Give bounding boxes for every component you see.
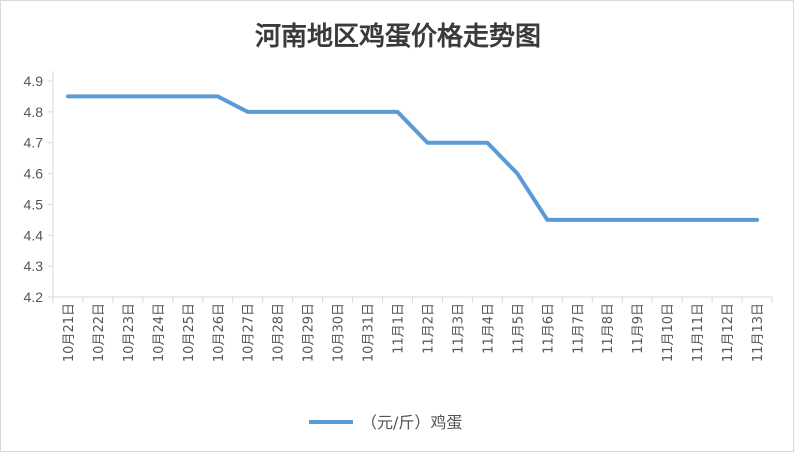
x-tick-label: 10月26日: [212, 303, 227, 362]
x-tick-label: 11月5日: [511, 303, 526, 354]
x-tick-label: 11月13日: [751, 303, 766, 362]
x-tick-label: 10月27日: [242, 303, 257, 362]
x-tick-label: 10月25日: [182, 303, 197, 362]
x-tick-label: 11月9日: [631, 303, 646, 354]
y-tick-label: 4.8: [24, 104, 44, 120]
y-tick-label: 4.2: [24, 289, 44, 305]
x-tick-label: 11月12日: [721, 303, 736, 362]
x-tick-label: 10月23日: [122, 303, 137, 362]
x-tick-label: 10月29日: [302, 303, 317, 362]
x-tick-label: 11月3日: [451, 303, 466, 354]
y-tick-label: 4.7: [24, 135, 44, 151]
x-tick-label: 11月1日: [392, 303, 407, 354]
axes: [53, 71, 772, 297]
x-tick-label: 11月4日: [481, 303, 496, 354]
x-tick-label: 10月24日: [152, 303, 167, 362]
x-tick-label: 11月11日: [691, 303, 706, 362]
y-tick-label: 4.9: [24, 73, 44, 89]
x-tick-label: 11月8日: [601, 303, 616, 354]
y-tick-label: 4.5: [24, 196, 44, 212]
x-tick-label: 10月31日: [362, 303, 377, 362]
series-line: [68, 96, 757, 219]
chart-title: 河南地区鸡蛋价格走势图: [255, 21, 541, 52]
y-tick-label: 4.3: [24, 258, 44, 274]
x-tick-label: 11月6日: [541, 303, 556, 354]
y-tick-label: 4.6: [24, 166, 44, 182]
series-group: [68, 96, 757, 219]
x-tick-label: 10月28日: [272, 303, 287, 362]
y-axis-ticks: 4.2 4.3 4.4 4.5 4.6 4.7 4.8 4.9: [24, 73, 53, 305]
x-tick-label: 10月21日: [62, 303, 77, 362]
x-tick-label: 11月7日: [571, 303, 586, 354]
legend-label: （元/斤）鸡蛋: [361, 413, 462, 432]
x-tick-label: 11月2日: [421, 303, 436, 354]
x-tick-label: 10月22日: [92, 303, 107, 362]
y-tick-label: 4.4: [24, 227, 44, 243]
x-tick-label: 11月10日: [661, 303, 676, 362]
x-tick-label: 10月30日: [332, 303, 347, 362]
x-axis-ticks: 10月21日 10月22日 10月23日 10月24日 10月25日 10月26日 10月2…: [53, 297, 772, 362]
legend: （元/斤）鸡蛋: [309, 413, 462, 432]
